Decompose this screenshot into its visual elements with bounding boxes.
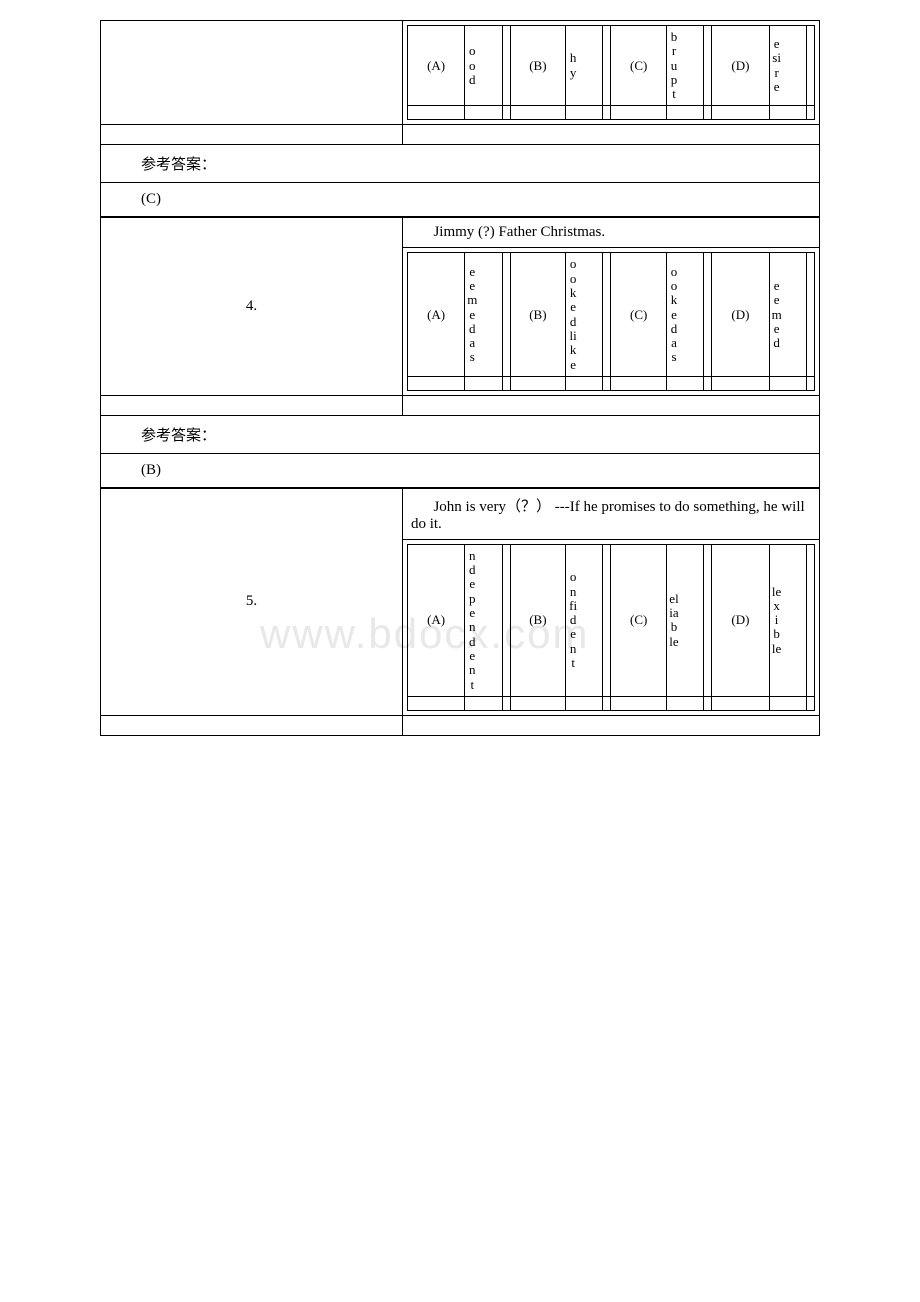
q5-opt-d-text: lexible bbox=[769, 544, 806, 696]
q5-opt-b-text: onfident bbox=[566, 544, 603, 696]
q5-options-cell: (A) ndependent (B) onfident (C) eliable … bbox=[402, 539, 819, 715]
q5-opt-a-text: ndependent bbox=[465, 544, 502, 696]
q3-options-cell: (A) ood (B) hy (C) brupt (D) esire bbox=[402, 21, 819, 125]
q3-answer: (C) bbox=[101, 183, 820, 217]
q3-opt-d-text: esire bbox=[769, 26, 806, 106]
q4-opt-a-text: eemed as bbox=[465, 253, 502, 376]
q4-prompt: Jimmy (?) Father Christmas. bbox=[402, 218, 819, 248]
question-5-block: 5. John is very（？） ---If he promises to … bbox=[100, 488, 820, 736]
q4-opt-a-label: (A) bbox=[407, 253, 464, 376]
spacer bbox=[807, 26, 815, 106]
q5-opt-b-label: (B) bbox=[510, 544, 566, 696]
q4-opt-b-text: ooked like bbox=[566, 253, 603, 376]
q5-opt-a-label: (A) bbox=[407, 544, 464, 696]
q3-opt-b-text: hy bbox=[566, 26, 603, 106]
q3-opt-a-text: ood bbox=[465, 26, 502, 106]
q4-opt-c-text: ooked as bbox=[667, 253, 704, 376]
spacer bbox=[502, 544, 510, 696]
q4-answer: (B) bbox=[101, 453, 820, 487]
q3-opt-b-label: (B) bbox=[510, 26, 566, 106]
q3-opt-c-text: brupt bbox=[667, 26, 704, 106]
q5-opt-c-label: (C) bbox=[611, 544, 667, 696]
spacer bbox=[807, 253, 815, 376]
q4-opt-b-label: (B) bbox=[510, 253, 566, 376]
spacer bbox=[704, 253, 712, 376]
spacer bbox=[807, 544, 815, 696]
q3-number-cell bbox=[101, 21, 403, 125]
spacer bbox=[704, 544, 712, 696]
question-3-block: (A) ood (B) hy (C) brupt (D) esire bbox=[100, 20, 820, 217]
spacer bbox=[603, 253, 611, 376]
q5-number-cell: 5. bbox=[101, 488, 403, 715]
spacer bbox=[704, 26, 712, 106]
q5-opt-d-label: (D) bbox=[712, 544, 769, 696]
q4-number-cell: 4. bbox=[101, 218, 403, 395]
q3-opt-a-label: (A) bbox=[407, 26, 464, 106]
spacer bbox=[603, 544, 611, 696]
q4-opt-c-label: (C) bbox=[611, 253, 667, 376]
spacer bbox=[502, 253, 510, 376]
q4-options-cell: (A) eemed as (B) ooked like (C) ooked as… bbox=[402, 248, 819, 395]
document-content: (A) ood (B) hy (C) brupt (D) esire bbox=[100, 20, 820, 736]
q4-answer-label: 参考答案： bbox=[101, 415, 820, 453]
q3-opt-c-label: (C) bbox=[611, 26, 667, 106]
question-4-block: 4. Jimmy (?) Father Christmas. (A) eemed… bbox=[100, 217, 820, 487]
q4-opt-d-text: eemed bbox=[769, 253, 806, 376]
q3-answer-label: 参考答案： bbox=[101, 145, 820, 183]
q5-prompt: John is very（？） ---If he promises to do … bbox=[402, 488, 819, 539]
spacer bbox=[603, 26, 611, 106]
q5-opt-c-text: eliable bbox=[667, 544, 704, 696]
q3-opt-d-label: (D) bbox=[712, 26, 769, 106]
q4-opt-d-label: (D) bbox=[712, 253, 769, 376]
spacer bbox=[502, 26, 510, 106]
